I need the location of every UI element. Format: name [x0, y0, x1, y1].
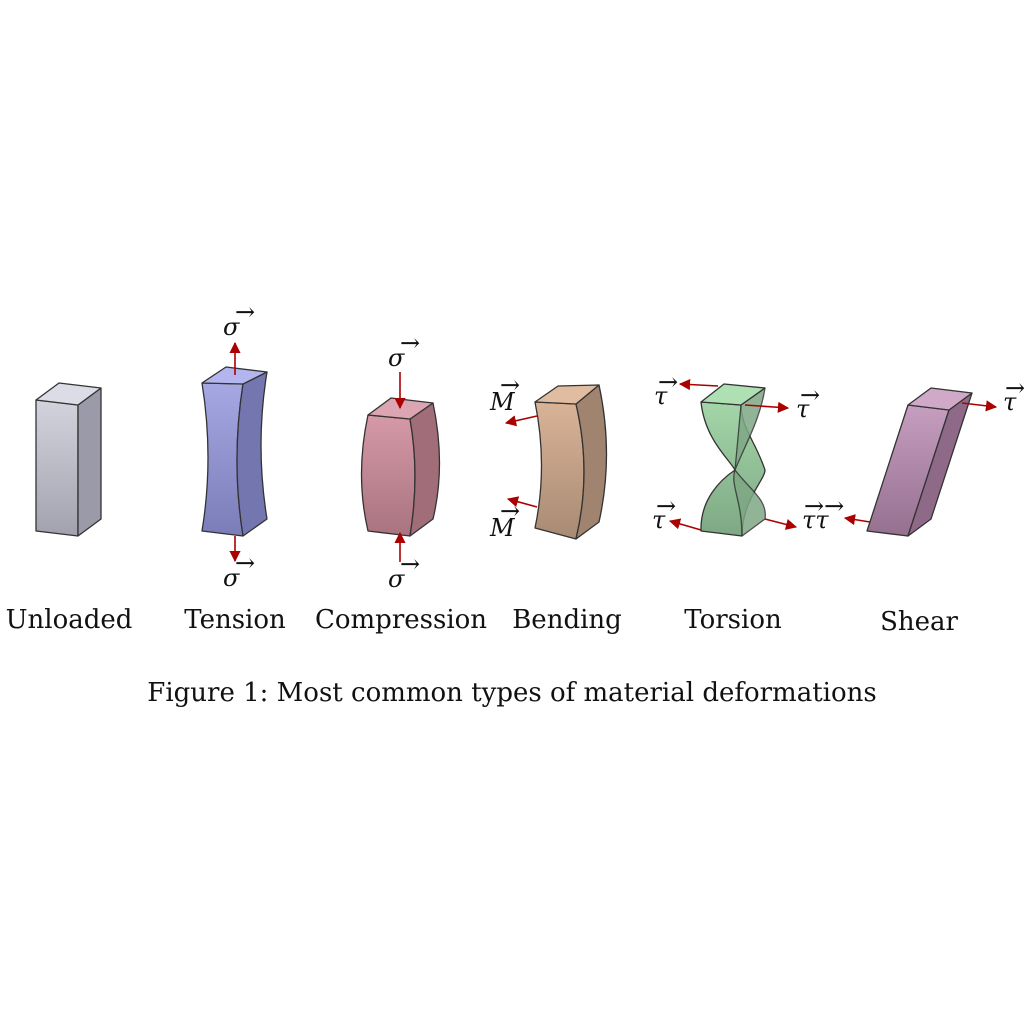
shear-arrow-bottom	[843, 514, 871, 526]
torsion-tau-bottom-left: τ	[652, 506, 666, 534]
bending-block: M → M →	[489, 371, 608, 542]
svg-text:→: →	[235, 298, 255, 326]
compression-sigma-bottom: σ	[388, 565, 405, 593]
label-compression: Compression	[314, 605, 488, 635]
compression-sigma-top: σ	[388, 344, 405, 372]
bending-moment-bottom: M	[489, 514, 516, 542]
bending-arrow-bottom	[506, 496, 538, 508]
label-shear: Shear	[880, 607, 958, 637]
shear-block: τ →	[843, 374, 1024, 537]
label-torsion: Torsion	[684, 605, 782, 635]
bending-arrow-top	[504, 415, 538, 427]
tension-sigma-top: σ	[223, 313, 240, 341]
svg-text:→→: →→	[804, 492, 844, 520]
torsion-tau-top-left: τ	[654, 382, 668, 410]
label-bending: Bending	[512, 605, 622, 635]
compression-block: σ → σ →	[360, 329, 441, 593]
svg-text:→: →	[400, 550, 420, 578]
svg-text:→: →	[658, 368, 678, 396]
figure-caption: Figure 1: Most common types of material …	[147, 678, 877, 708]
svg-text:→: →	[400, 329, 420, 357]
svg-text:→: →	[800, 381, 820, 409]
shear-tau: τ	[1003, 388, 1017, 416]
label-tension: Tension	[184, 605, 286, 635]
torsion-arrow-bottom-left	[668, 518, 702, 531]
torsion-block: τ → τ → τ → ττ →→	[652, 368, 844, 537]
torsion-tau-top-right: τ	[796, 395, 810, 423]
bending-moment-top: M	[489, 388, 516, 416]
torsion-tau-bottom-right: ττ	[802, 506, 829, 534]
unloaded-block	[35, 382, 102, 537]
svg-text:→: →	[500, 371, 520, 399]
svg-text:→: →	[500, 497, 520, 525]
svg-text:→: →	[656, 492, 676, 520]
torsion-arrow-top-right	[744, 401, 790, 413]
shear-arrow-top	[961, 400, 998, 412]
svg-text:→: →	[1005, 374, 1024, 402]
torsion-arrow-top-left	[678, 378, 719, 391]
label-unloaded: Unloaded	[5, 605, 133, 635]
torsion-arrow-bottom-right	[764, 518, 798, 530]
tension-sigma-bottom: σ	[223, 564, 240, 592]
tension-block: σ → σ →	[201, 298, 268, 592]
svg-text:→: →	[235, 549, 255, 577]
